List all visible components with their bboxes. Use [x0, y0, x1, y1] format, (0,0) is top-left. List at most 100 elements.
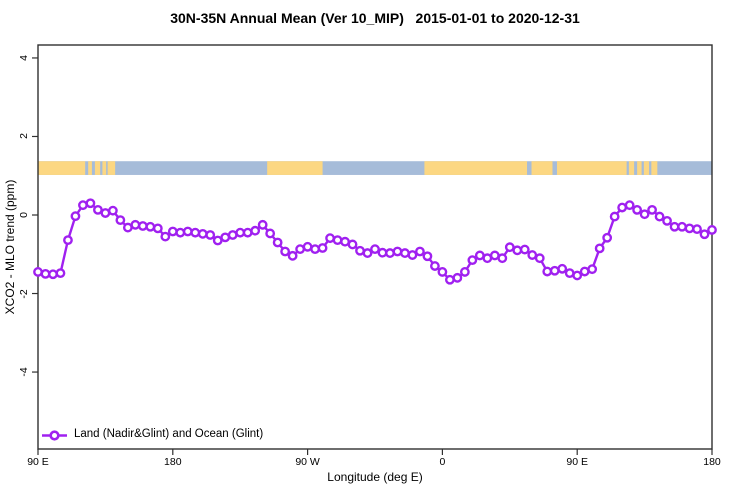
data-point	[474, 250, 485, 261]
map-strip-land-segment	[637, 161, 642, 175]
data-point	[684, 223, 695, 234]
data-point	[482, 253, 493, 264]
map-strip-land-segment	[88, 161, 92, 175]
data-point	[437, 267, 448, 277]
map-strip-land-segment	[628, 161, 635, 175]
data-point	[557, 263, 568, 274]
data-point	[122, 222, 133, 233]
data-point	[692, 224, 702, 235]
data-point	[107, 205, 118, 216]
plot-frame	[37, 44, 713, 450]
data-point	[452, 272, 463, 283]
data-point	[534, 253, 545, 264]
data-point	[444, 274, 455, 285]
y-tick-label: 0	[18, 212, 30, 218]
data-point	[400, 248, 410, 258]
data-point	[422, 251, 433, 262]
data-point	[542, 266, 553, 277]
data-point	[647, 204, 657, 215]
data-point	[205, 230, 216, 240]
data-point	[347, 239, 358, 250]
y-axis-label: XCO2 - MLO trend (ppm)	[3, 179, 17, 315]
data-point	[48, 269, 58, 280]
data-point	[220, 232, 231, 243]
data-point	[497, 253, 508, 264]
data-point	[707, 225, 717, 235]
legend-label: Land (Nadir&Glint) and Ocean (Glint)	[74, 428, 264, 440]
data-point	[280, 246, 291, 257]
map-strip-land-segment	[556, 161, 627, 175]
data-point	[152, 223, 163, 234]
x-tick-label: 180	[703, 456, 721, 468]
data-point	[370, 244, 380, 255]
map-strip-land-segment	[643, 161, 650, 175]
data-point	[302, 241, 313, 252]
data-point	[33, 267, 43, 277]
data-point	[175, 227, 186, 238]
data-point	[115, 215, 126, 226]
data-point	[295, 244, 306, 255]
data-point	[85, 198, 96, 209]
x-tick-label: 0	[439, 456, 446, 468]
data-point	[519, 244, 530, 255]
x-tick-label: 90 E	[566, 456, 588, 468]
data-point	[632, 204, 643, 215]
x-axis-label: Longitude (deg E)	[327, 470, 423, 484]
data-point	[699, 229, 710, 240]
data-point	[317, 243, 328, 253]
data-point	[564, 268, 575, 279]
data-point	[489, 250, 500, 261]
data-point	[332, 235, 343, 246]
legend-marker-icon	[49, 430, 60, 441]
data-point	[459, 267, 470, 277]
data-point	[250, 225, 261, 236]
map-strip-land-segment	[38, 161, 86, 175]
data-point	[549, 265, 560, 276]
x-tick-label: 90 W	[295, 456, 320, 468]
x-tick-label: 90 E	[27, 456, 49, 468]
data-point	[415, 246, 425, 257]
data-point	[392, 246, 403, 257]
data-point	[662, 215, 672, 226]
data-point	[504, 242, 515, 253]
data-point	[377, 247, 388, 258]
data-point	[609, 211, 620, 222]
x-tick-label: 180	[164, 456, 182, 468]
map-strip-land-segment	[531, 161, 553, 175]
map-strip-land-segment	[267, 161, 323, 175]
map-strip-land-segment	[424, 161, 528, 175]
data-point	[145, 221, 156, 232]
data-point	[325, 233, 335, 244]
chart-title: 30N-35N Annual Mean (Ver 10_MIP) 2015-01…	[170, 10, 580, 26]
data-point	[227, 230, 238, 240]
data-point	[587, 264, 598, 275]
y-tick-label: -4	[18, 367, 30, 377]
data-point	[197, 228, 208, 239]
data-point	[467, 255, 478, 266]
data-point	[654, 211, 665, 222]
map-strip-land-segment	[102, 161, 107, 175]
data-point	[512, 245, 523, 256]
data-point	[63, 235, 73, 246]
data-point	[362, 248, 373, 258]
data-point	[572, 270, 583, 281]
data-point	[677, 221, 687, 232]
map-strip-land-segment	[651, 161, 658, 175]
data-point	[617, 202, 628, 213]
data-point	[190, 227, 201, 238]
data-point	[78, 200, 88, 211]
data-point	[385, 248, 395, 258]
data-point	[639, 209, 650, 220]
data-point	[594, 243, 605, 254]
data-point	[407, 250, 418, 260]
data-point	[160, 231, 171, 242]
data-point	[93, 204, 103, 215]
data-point	[430, 261, 440, 271]
data-point	[340, 236, 350, 247]
data-point	[257, 219, 268, 230]
data-point	[40, 268, 51, 279]
data-point	[55, 268, 66, 279]
data-point	[579, 266, 590, 277]
